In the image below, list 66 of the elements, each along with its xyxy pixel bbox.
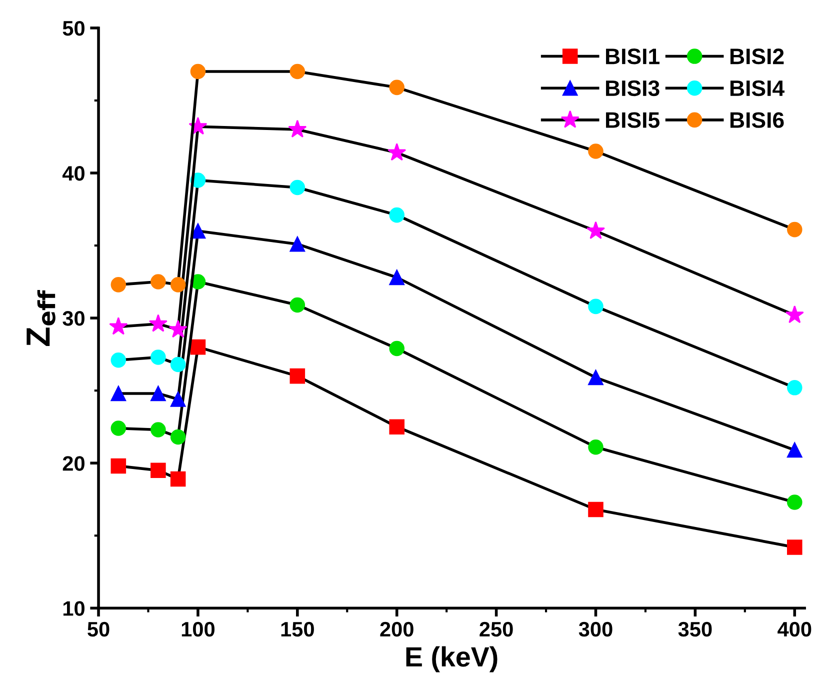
point: [170, 471, 186, 487]
point: [588, 502, 604, 518]
point: [148, 314, 168, 332]
x-tick-label: 150: [281, 622, 314, 637]
point: [588, 298, 604, 314]
x-tick-label: 100: [182, 622, 214, 637]
point: [588, 439, 604, 455]
point: [170, 277, 186, 292]
legend-label: BISI1: [606, 48, 660, 64]
y-tick-label: 40: [62, 166, 84, 181]
point: [110, 386, 126, 402]
point: [290, 297, 306, 313]
point: [388, 142, 406, 161]
point: [190, 223, 206, 239]
point: [170, 392, 186, 407]
point: [150, 462, 166, 478]
legend-label: BISI3: [606, 80, 660, 96]
point: [190, 339, 206, 355]
point: [109, 317, 128, 335]
point: [150, 422, 166, 438]
legend-label: BISI5: [606, 112, 660, 128]
point: [110, 458, 126, 474]
point: [150, 350, 166, 365]
point: [290, 64, 306, 80]
point: [190, 64, 206, 80]
legend-label: BISI4: [730, 80, 784, 96]
point: [168, 320, 188, 338]
point: [290, 368, 306, 384]
y-axis-title: Z$_{eff}$: [26, 290, 56, 346]
y-tick-label: 50: [62, 20, 84, 36]
point: [586, 221, 606, 240]
y-tick-label: 30: [62, 311, 84, 326]
point: [389, 340, 404, 356]
x-tick-label: 300: [578, 622, 612, 637]
point: [588, 370, 604, 386]
point: [290, 236, 306, 252]
point: [389, 270, 404, 286]
point: [786, 442, 802, 458]
x-tick-label: 250: [480, 622, 513, 637]
point: [389, 80, 404, 96]
point: [786, 222, 802, 238]
point: [786, 540, 802, 555]
point: [389, 207, 404, 223]
point: [786, 494, 802, 510]
point: [110, 420, 126, 436]
point: [786, 380, 802, 396]
x-tick-label: 50: [88, 622, 110, 637]
point: [588, 144, 604, 159]
point: [290, 180, 306, 196]
legend-label: BISI2: [730, 48, 784, 64]
point: [170, 356, 186, 372]
y-tick-label: 20: [62, 456, 84, 471]
y-tick-label: 10: [63, 601, 84, 616]
point: [785, 305, 804, 324]
x-tick-label: 350: [678, 622, 712, 637]
point: [150, 274, 166, 290]
x-tick-label: 400: [778, 622, 812, 637]
point: [288, 120, 307, 138]
point: [110, 352, 126, 368]
point: [389, 419, 404, 434]
point: [150, 386, 166, 402]
legend-label: BISI6: [730, 112, 784, 128]
point: [110, 277, 126, 292]
x-axis-title: E (keV): [406, 646, 498, 672]
point: [170, 429, 186, 445]
x-tick-label: 200: [380, 622, 414, 637]
